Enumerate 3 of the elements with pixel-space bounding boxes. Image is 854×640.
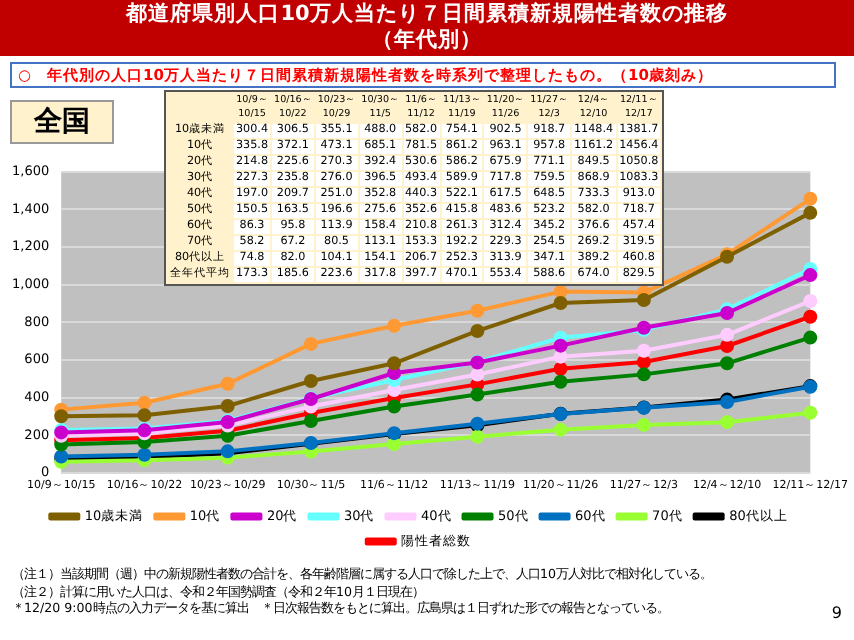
chart-title: 都道府県別人口10万人当たり７日間累積新規陽性者数の推移（年代別） [0, 2, 854, 54]
text: 9 [831, 604, 842, 622]
text: 全国 [10, 100, 114, 144]
